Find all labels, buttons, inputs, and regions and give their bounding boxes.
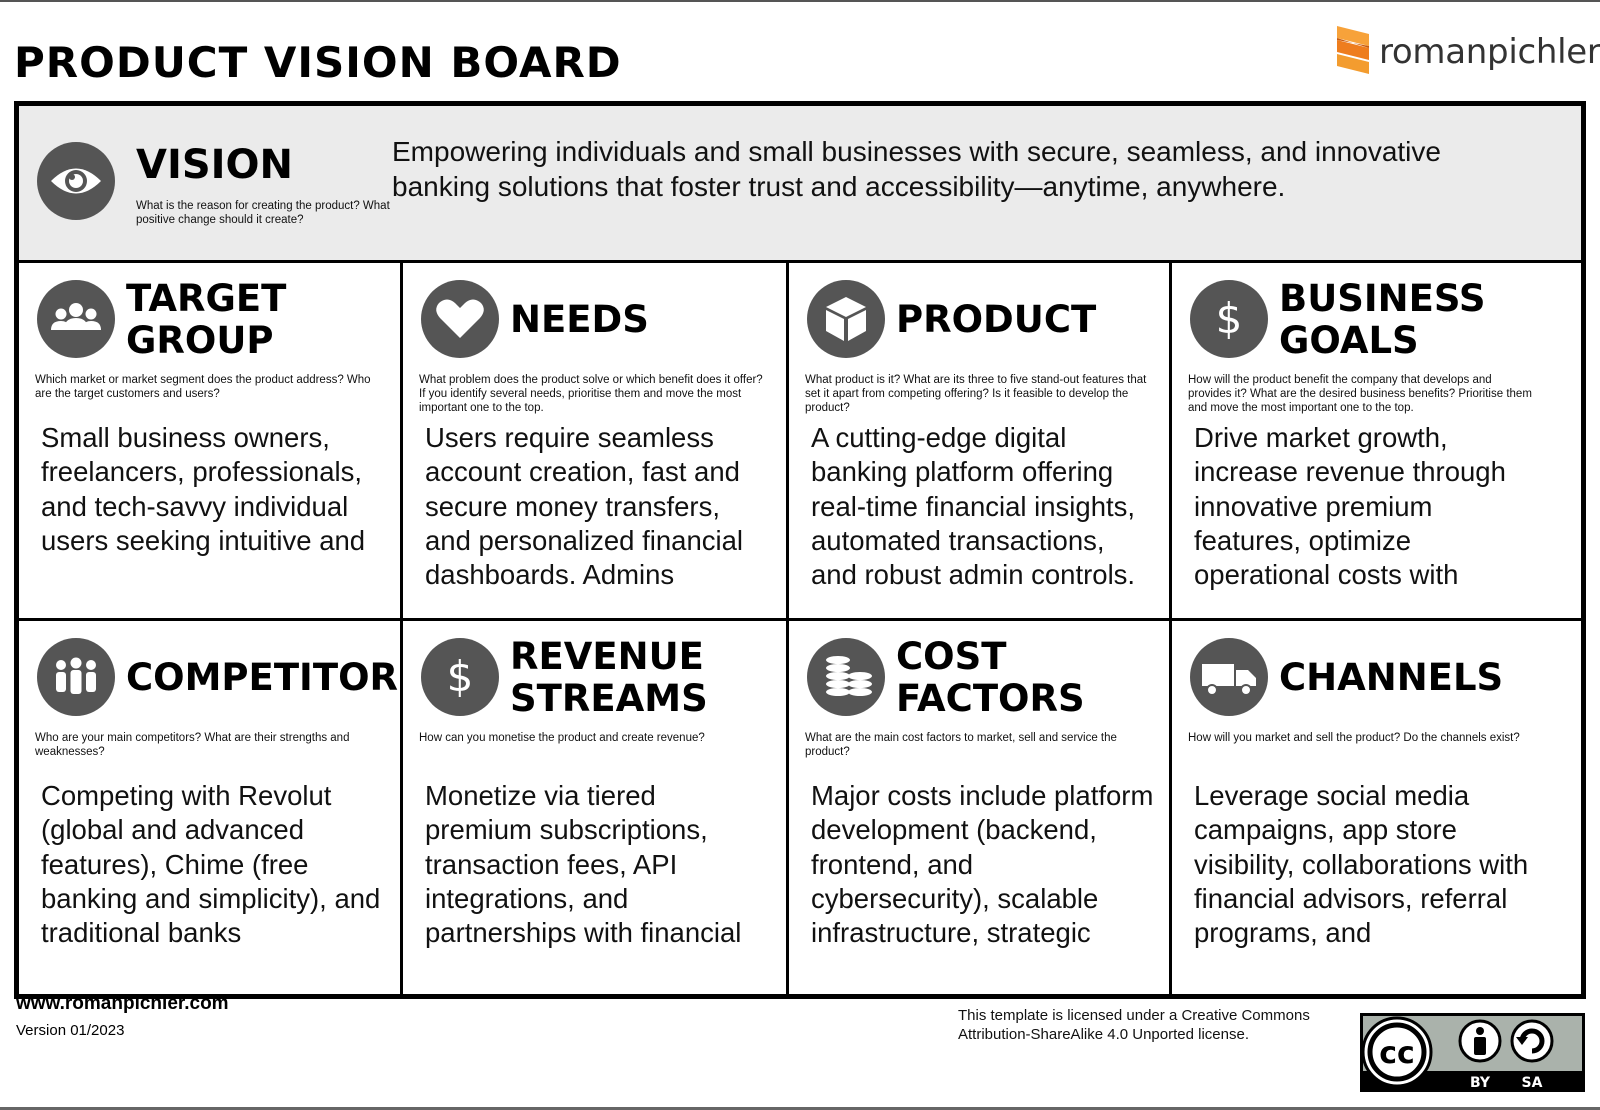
- competitors-section: COMPETITORS Who are your main competitor…: [19, 621, 400, 994]
- business-goals-prompt: How will the product benefit the company…: [1188, 374, 1532, 414]
- channels-section: CHANNELS How will you market and sell th…: [1169, 621, 1581, 994]
- revenue-streams-section: $ REVENUE STREAMS How can you monetise t…: [400, 621, 786, 994]
- dollar-icon: $: [421, 638, 499, 716]
- needs-section: NEEDS What problem does the product solv…: [400, 263, 786, 618]
- cc-by-sa-badge[interactable]: cc BY SA: [1360, 1013, 1585, 1092]
- badge-sa-label: SA: [1522, 1075, 1543, 1091]
- business-goals-text[interactable]: Drive market growth, increase revenue th…: [1194, 422, 1506, 591]
- cost-factors-prompt: What are the main cost factors to market…: [805, 732, 1117, 758]
- page-title: PRODUCT VISION BOARD: [14, 38, 622, 87]
- target-group-prompt: Which market or market segment does the …: [35, 374, 371, 400]
- cube-icon: [807, 280, 885, 358]
- channels-prompt: How will you market and sell the product…: [1188, 732, 1520, 744]
- badge-by-label: BY: [1470, 1075, 1491, 1091]
- eye-icon: [37, 142, 115, 220]
- footer-version: Version 01/2023: [16, 1022, 125, 1039]
- product-section: PRODUCT What product is it? What are its…: [786, 263, 1169, 618]
- channels-heading: CHANNELS: [1279, 656, 1504, 699]
- coins-icon: [807, 638, 885, 716]
- footer-url[interactable]: www.romanpichler.com: [16, 993, 229, 1014]
- business-goals-section: $ BUSINESS GOALS How will the product be…: [1169, 263, 1581, 618]
- top-rule: [0, 0, 1600, 2]
- revenue-streams-heading: REVENUE STREAMS: [510, 635, 708, 720]
- heart-icon: [421, 280, 499, 358]
- vision-statement[interactable]: Empowering individuals and small busines…: [392, 136, 1441, 202]
- truck-icon: [1190, 638, 1268, 716]
- vision-section: VISION What is the reason for creating t…: [19, 106, 1581, 263]
- license-text: This template is licensed under a Creati…: [958, 1007, 1310, 1043]
- revenue-streams-text[interactable]: Monetize via tiered premium subscription…: [425, 780, 742, 949]
- target-group-section: TARGET GROUP Which market or market segm…: [19, 263, 400, 618]
- crowd-icon: [37, 638, 115, 716]
- vision-heading: VISION: [136, 142, 294, 188]
- logo: romanpichler: [1333, 24, 1600, 80]
- people-icon: [37, 280, 115, 358]
- dollar-icon: $: [1190, 280, 1268, 358]
- logo-mark-icon: [1337, 26, 1369, 74]
- svg-text:$: $: [447, 652, 474, 701]
- cost-factors-section: COST FACTORS What are the main cost fact…: [786, 621, 1169, 994]
- product-text[interactable]: A cutting-edge digital banking platform …: [811, 422, 1136, 591]
- needs-heading: NEEDS: [510, 298, 649, 341]
- svg-text:$: $: [1216, 294, 1243, 343]
- needs-text[interactable]: Users require seamless account creation,…: [425, 422, 743, 591]
- row-divider: [19, 618, 1581, 621]
- product-prompt: What product is it? What are its three t…: [805, 374, 1147, 414]
- target-group-heading: TARGET GROUP: [126, 277, 287, 362]
- product-vision-board: VISION What is the reason for creating t…: [14, 101, 1586, 999]
- vision-prompt: What is the reason for creating the prod…: [136, 200, 390, 226]
- needs-prompt: What problem does the product solve or w…: [419, 374, 763, 414]
- competitors-heading: COMPETITORS: [126, 656, 400, 699]
- logo-text: romanpichler: [1379, 32, 1600, 72]
- competitors-prompt: Who are your main competitors? What are …: [35, 732, 350, 758]
- competitors-text[interactable]: Competing with Revolut (global and advan…: [41, 780, 381, 949]
- product-heading: PRODUCT: [896, 298, 1097, 341]
- business-goals-heading: BUSINESS GOALS: [1279, 277, 1486, 362]
- bottom-rule: [0, 1107, 1600, 1110]
- channels-text[interactable]: Leverage social media campaigns, app sto…: [1194, 780, 1529, 949]
- cost-factors-heading: COST FACTORS: [896, 635, 1085, 720]
- badge-cc-label: cc: [1379, 1036, 1415, 1071]
- cost-factors-text[interactable]: Major costs include platform development…: [811, 780, 1154, 949]
- target-group-text[interactable]: Small business owners, freelancers, prof…: [41, 422, 366, 556]
- revenue-streams-prompt: How can you monetise the product and cre…: [419, 732, 705, 744]
